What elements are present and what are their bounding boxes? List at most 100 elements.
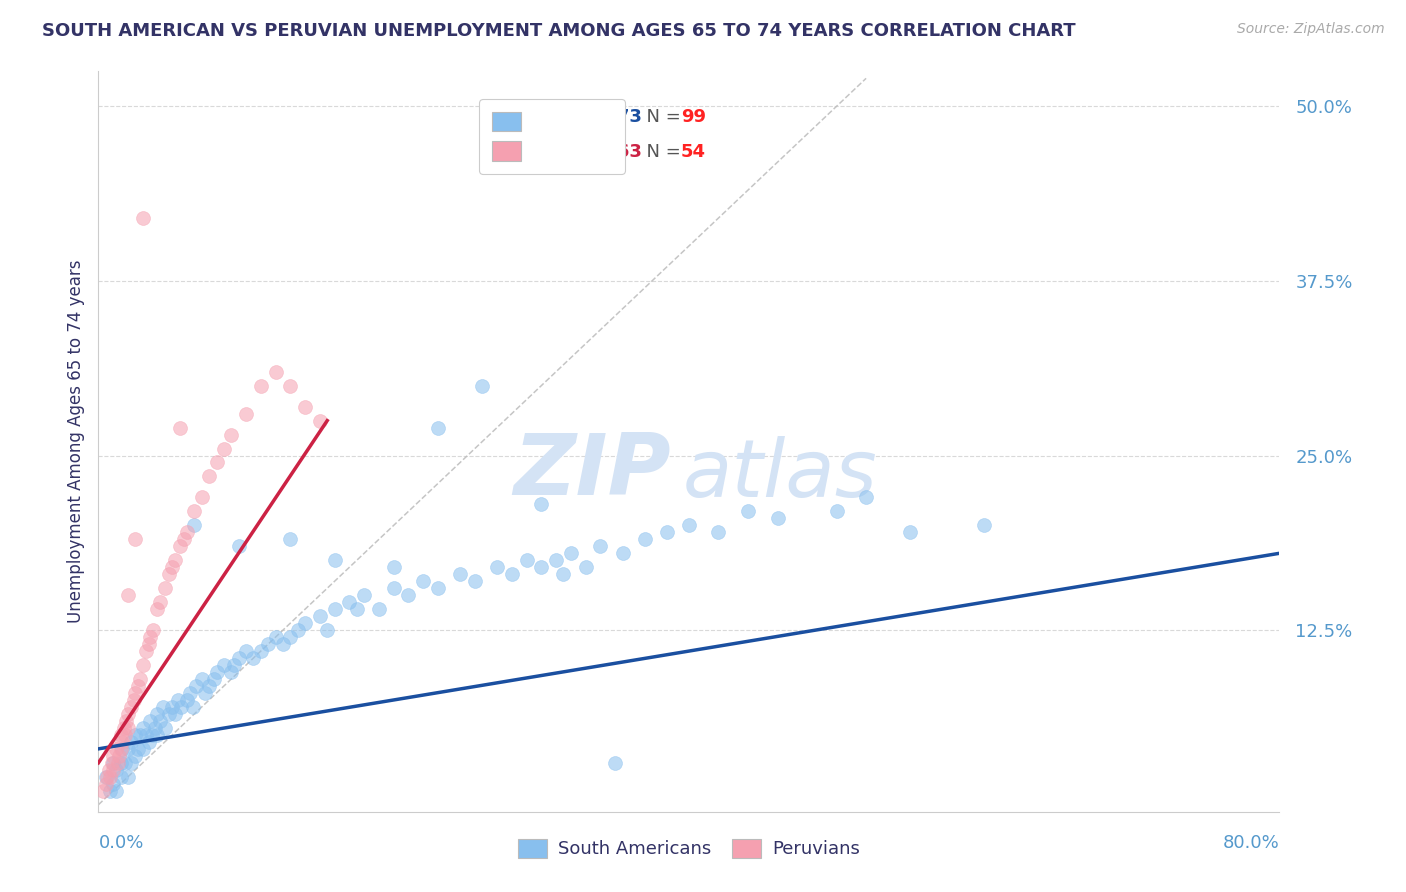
Point bbox=[135, 728, 157, 742]
Point bbox=[117, 706, 139, 721]
Point bbox=[139, 630, 162, 644]
Point bbox=[117, 770, 139, 784]
Point bbox=[353, 588, 375, 602]
Point bbox=[124, 533, 146, 547]
Point bbox=[138, 637, 160, 651]
Point bbox=[427, 420, 450, 434]
Point bbox=[117, 742, 139, 756]
Point bbox=[146, 728, 169, 742]
Point bbox=[316, 623, 339, 637]
Point bbox=[589, 539, 612, 553]
Y-axis label: Unemployment Among Ages 65 to 74 years: Unemployment Among Ages 65 to 74 years bbox=[66, 260, 84, 624]
Text: 54: 54 bbox=[681, 144, 706, 161]
Point bbox=[900, 525, 922, 540]
Point bbox=[132, 211, 155, 225]
Point bbox=[169, 539, 191, 553]
Point bbox=[634, 533, 657, 547]
Text: 0.563: 0.563 bbox=[585, 144, 643, 161]
Point bbox=[111, 742, 134, 756]
Point bbox=[471, 378, 494, 392]
Point bbox=[205, 665, 228, 679]
Point bbox=[98, 770, 121, 784]
Point bbox=[165, 706, 187, 721]
Point bbox=[132, 742, 155, 756]
Point bbox=[280, 378, 302, 392]
Point bbox=[294, 400, 316, 414]
Text: 0.373: 0.373 bbox=[585, 109, 643, 127]
Text: N =: N = bbox=[634, 109, 686, 127]
Text: Source: ZipAtlas.com: Source: ZipAtlas.com bbox=[1237, 22, 1385, 37]
Point bbox=[108, 748, 131, 763]
Point bbox=[250, 644, 273, 658]
Text: 0.0%: 0.0% bbox=[98, 834, 143, 852]
Point bbox=[127, 742, 149, 756]
Point bbox=[117, 588, 139, 602]
Point bbox=[135, 644, 157, 658]
Point bbox=[382, 560, 405, 574]
Point bbox=[103, 763, 125, 777]
Point bbox=[138, 735, 160, 749]
Point bbox=[169, 420, 191, 434]
Point bbox=[124, 728, 146, 742]
Point bbox=[117, 721, 139, 735]
Point bbox=[124, 686, 146, 700]
Point bbox=[176, 693, 198, 707]
Point bbox=[149, 595, 172, 609]
Point bbox=[346, 602, 368, 616]
Text: SOUTH AMERICAN VS PERUVIAN UNEMPLOYMENT AMONG AGES 65 TO 74 YEARS CORRELATION CH: SOUTH AMERICAN VS PERUVIAN UNEMPLOYMENT … bbox=[42, 22, 1076, 40]
Point bbox=[368, 602, 391, 616]
Point bbox=[224, 658, 246, 673]
Point bbox=[112, 721, 135, 735]
Point bbox=[94, 777, 117, 791]
Point bbox=[235, 407, 257, 421]
Point bbox=[100, 756, 122, 770]
Point bbox=[205, 455, 228, 469]
Point bbox=[153, 581, 176, 595]
Point bbox=[309, 414, 332, 428]
Point bbox=[142, 623, 165, 637]
Text: N =: N = bbox=[634, 144, 686, 161]
Text: 99: 99 bbox=[681, 109, 706, 127]
Point bbox=[516, 553, 538, 567]
Point bbox=[501, 567, 523, 582]
Point bbox=[103, 748, 125, 763]
Point bbox=[323, 602, 346, 616]
Point bbox=[553, 567, 575, 582]
Point bbox=[221, 665, 243, 679]
Point bbox=[221, 427, 243, 442]
Point bbox=[141, 728, 163, 742]
Point bbox=[153, 721, 176, 735]
Point bbox=[228, 651, 250, 665]
Point bbox=[560, 546, 582, 560]
Point bbox=[107, 756, 129, 770]
Point bbox=[176, 525, 198, 540]
Point bbox=[271, 637, 294, 651]
Point bbox=[110, 742, 132, 756]
Point bbox=[737, 504, 759, 518]
Point bbox=[486, 560, 509, 574]
Point bbox=[530, 560, 553, 574]
Point bbox=[264, 630, 287, 644]
Point bbox=[179, 686, 201, 700]
Point bbox=[91, 784, 114, 798]
Point bbox=[250, 378, 273, 392]
Point bbox=[97, 763, 120, 777]
Point bbox=[546, 553, 568, 567]
Text: 80.0%: 80.0% bbox=[1223, 834, 1279, 852]
Point bbox=[170, 700, 193, 714]
Point bbox=[264, 365, 287, 379]
Point bbox=[198, 679, 221, 693]
Point bbox=[122, 693, 145, 707]
Point bbox=[382, 581, 405, 595]
Point bbox=[191, 672, 214, 686]
Point bbox=[855, 491, 877, 505]
Point bbox=[124, 748, 146, 763]
Point bbox=[427, 581, 450, 595]
Point bbox=[162, 700, 183, 714]
Point bbox=[139, 714, 162, 728]
Point bbox=[146, 706, 169, 721]
Point bbox=[184, 679, 207, 693]
Point bbox=[162, 560, 183, 574]
Point bbox=[127, 679, 149, 693]
Point bbox=[149, 714, 172, 728]
